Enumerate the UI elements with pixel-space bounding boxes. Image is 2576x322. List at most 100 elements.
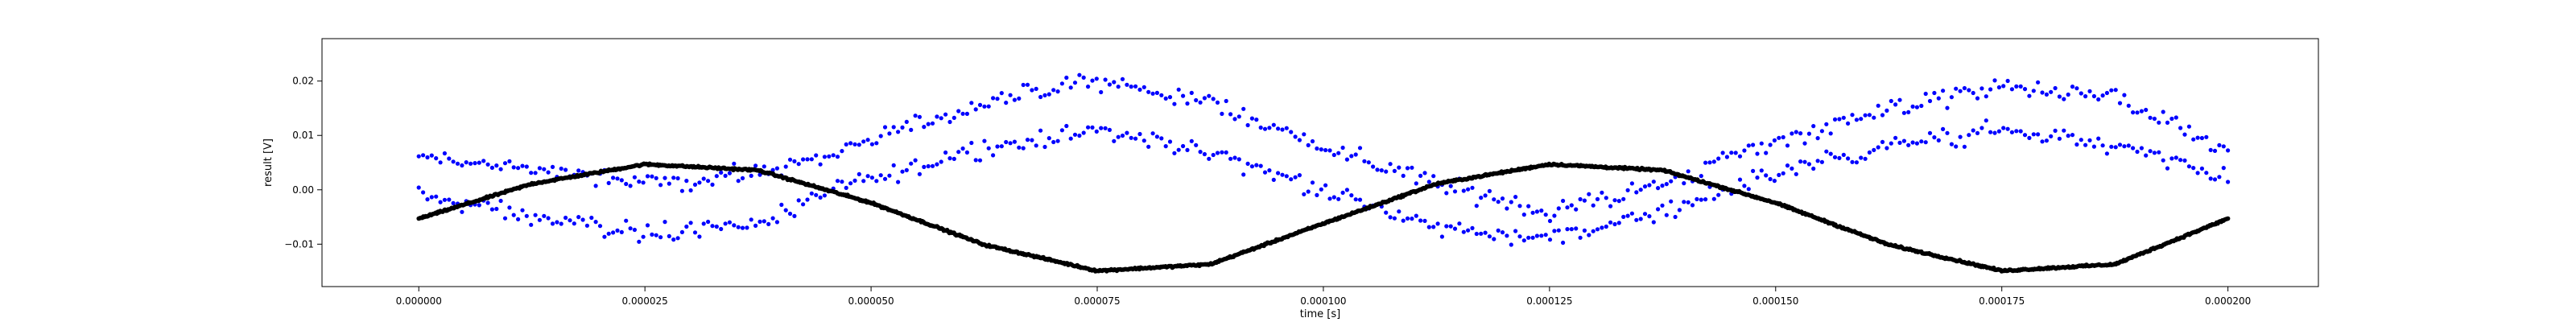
blue-point	[2126, 143, 2131, 148]
blue-point	[1984, 118, 1988, 123]
blue-point	[1008, 93, 1013, 97]
blue-point	[1967, 133, 1971, 138]
blue-point	[1811, 124, 1816, 129]
blue-point	[1315, 146, 1319, 151]
blue-point	[2070, 133, 2075, 138]
blue-point	[1854, 118, 1859, 122]
blue-point	[1569, 227, 1574, 232]
blue-point	[701, 221, 706, 226]
blue-point	[1276, 171, 1281, 175]
blue-point	[1802, 141, 1807, 146]
blue-point	[1422, 171, 1427, 175]
blue-point	[1651, 220, 1656, 225]
blue-point	[736, 179, 741, 184]
blue-point	[1236, 157, 1241, 162]
blue-point	[2005, 78, 2010, 84]
blue-point	[896, 130, 901, 134]
blue-point	[1159, 93, 1164, 97]
blue-point	[887, 173, 892, 178]
blue-point	[801, 202, 806, 207]
blue-point	[1392, 216, 1397, 221]
blue-point	[835, 179, 840, 184]
blue-point	[1349, 154, 1354, 159]
blue-point	[973, 158, 978, 163]
blue-point	[1724, 155, 1729, 159]
blue-point	[447, 156, 452, 161]
blue-point	[995, 97, 1000, 101]
blue-point	[1103, 126, 1108, 130]
blue-point	[1452, 189, 1458, 194]
blue-point	[1116, 134, 1121, 139]
blue-point	[1081, 75, 1086, 80]
blue-point	[1030, 88, 1034, 93]
blue-point	[1289, 177, 1294, 182]
blue-point	[1526, 235, 1531, 240]
blue-point	[1181, 93, 1186, 98]
blue-point	[774, 166, 780, 171]
blue-point	[1711, 159, 1716, 164]
blue-point	[947, 156, 952, 161]
blue-point	[2178, 158, 2183, 163]
blue-point	[749, 217, 753, 222]
blue-point	[753, 163, 758, 168]
blue-point	[2204, 171, 2209, 175]
blue-point	[960, 146, 965, 151]
blue-point	[485, 200, 490, 205]
blue-point	[1885, 108, 1889, 113]
blue-point	[1280, 172, 1285, 177]
blue-point	[1353, 152, 1358, 157]
blue-point	[1629, 211, 1634, 216]
blue-point	[576, 215, 581, 220]
blue-point	[1297, 173, 1302, 178]
blue-point	[1150, 131, 1155, 136]
y-tick-label: 0.00	[292, 184, 314, 196]
blue-point	[2027, 93, 2032, 98]
blue-point	[1819, 129, 1824, 134]
blue-point	[675, 175, 680, 181]
blue-point	[1828, 151, 1833, 156]
blue-point	[2217, 175, 2222, 180]
blue-point	[796, 198, 801, 203]
blue-point	[537, 166, 543, 171]
blue-point	[831, 153, 836, 158]
blue-point	[2186, 124, 2191, 129]
blue-point	[1228, 156, 1233, 161]
blue-point	[1824, 149, 1829, 154]
blue-point	[1059, 81, 1064, 86]
blue-point	[1893, 135, 1898, 140]
blue-point	[1249, 116, 1254, 121]
blue-point	[2083, 94, 2088, 99]
blue-point	[1068, 136, 1073, 141]
blue-point	[1401, 218, 1406, 223]
blue-point	[1215, 151, 1220, 155]
blue-point	[1872, 147, 1876, 152]
blue-point	[1819, 159, 1824, 164]
blue-point	[1521, 238, 1526, 243]
blue-point	[1064, 123, 1069, 129]
blue-point	[688, 221, 693, 225]
blue-point	[865, 174, 870, 179]
blue-point	[719, 226, 724, 232]
blue-point	[1366, 160, 1371, 165]
blue-point	[2022, 133, 2028, 138]
blue-point	[1410, 217, 1414, 221]
blue-point	[2221, 144, 2226, 149]
blue-point	[559, 221, 564, 226]
blue-point	[714, 224, 719, 229]
blue-point	[1755, 151, 1760, 156]
blue-point	[529, 171, 534, 175]
blue-point	[2031, 89, 2036, 93]
blue-point	[1068, 85, 1073, 90]
blue-point	[1910, 104, 1915, 109]
blue-point	[2148, 115, 2153, 120]
blue-point	[740, 225, 745, 230]
blue-point	[1621, 196, 1626, 201]
blue-point	[1452, 226, 1458, 231]
blue-point	[1651, 180, 1656, 184]
y-tick-label: 0.02	[292, 76, 314, 87]
blue-point	[1306, 142, 1311, 147]
blue-point	[1806, 131, 1811, 136]
blue-point	[1608, 220, 1613, 225]
blue-point	[1802, 159, 1807, 164]
blue-point	[1327, 196, 1332, 201]
